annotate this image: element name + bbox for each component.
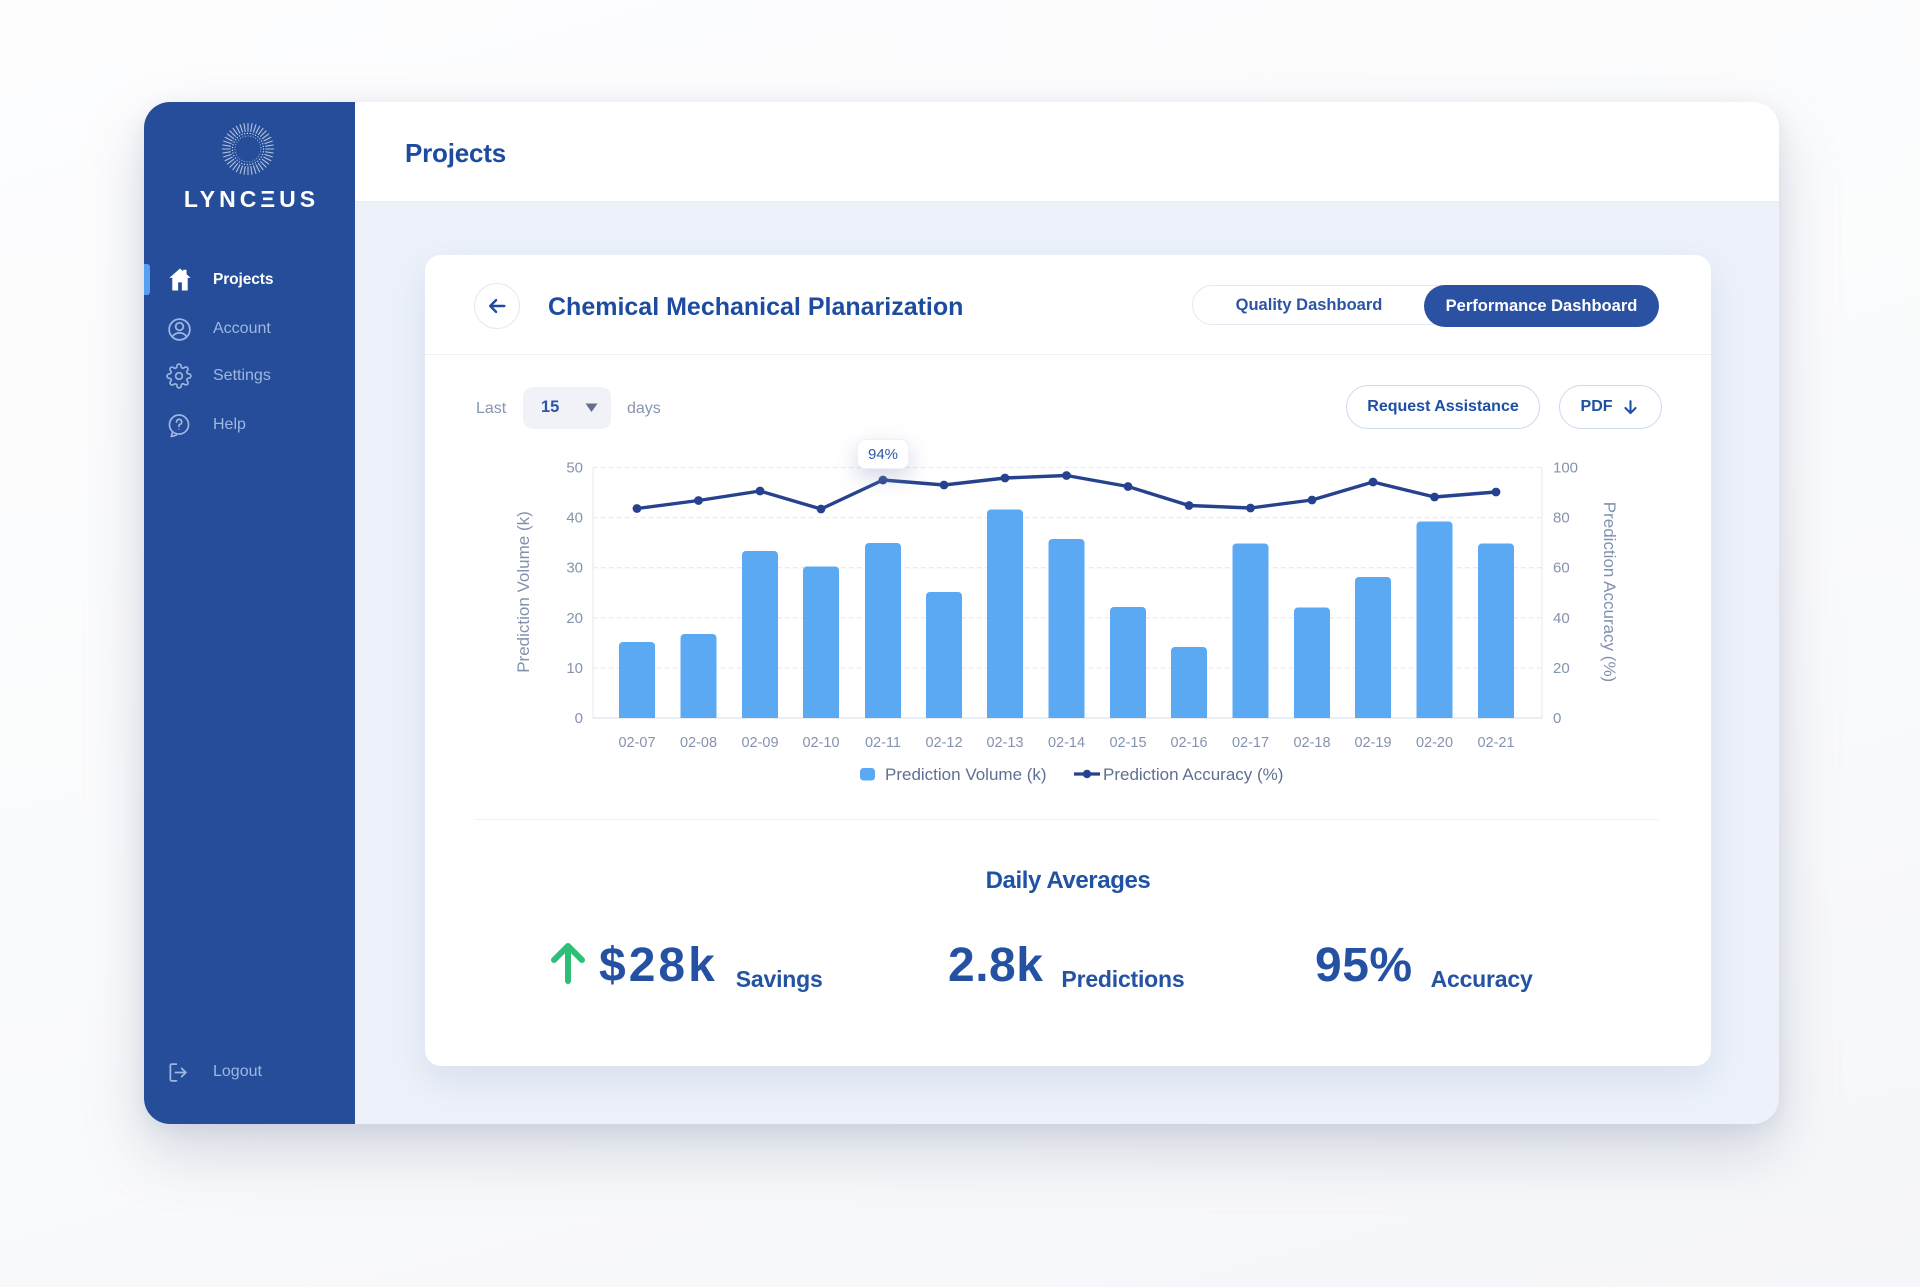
- svg-text:Prediction Accuracy (%): Prediction Accuracy (%): [1600, 502, 1619, 682]
- svg-text:02-21: 02-21: [1477, 735, 1514, 751]
- svg-text:02-19: 02-19: [1354, 735, 1391, 751]
- svg-text:20: 20: [1553, 660, 1570, 677]
- svg-text:50: 50: [566, 460, 583, 477]
- svg-text:02-09: 02-09: [741, 735, 778, 751]
- svg-text:20: 20: [566, 610, 583, 627]
- svg-text:02-18: 02-18: [1293, 735, 1330, 751]
- svg-text:Prediction Volume (k): Prediction Volume (k): [885, 765, 1047, 784]
- svg-text:0: 0: [575, 710, 583, 727]
- svg-text:02-07: 02-07: [618, 735, 655, 751]
- svg-text:02-14: 02-14: [1048, 735, 1085, 751]
- svg-text:0: 0: [1553, 710, 1561, 727]
- svg-text:02-13: 02-13: [986, 735, 1023, 751]
- svg-text:02-08: 02-08: [680, 735, 717, 751]
- svg-text:40: 40: [566, 510, 583, 527]
- svg-text:02-11: 02-11: [865, 735, 901, 751]
- svg-text:Prediction Volume (k): Prediction Volume (k): [514, 511, 533, 673]
- svg-text:02-15: 02-15: [1109, 735, 1146, 751]
- svg-text:100: 100: [1553, 460, 1578, 477]
- svg-text:02-20: 02-20: [1416, 735, 1453, 751]
- svg-text:Prediction Accuracy (%): Prediction Accuracy (%): [1103, 765, 1283, 784]
- svg-text:02-10: 02-10: [802, 735, 839, 751]
- svg-text:80: 80: [1553, 510, 1570, 527]
- svg-text:60: 60: [1553, 560, 1570, 577]
- svg-text:30: 30: [566, 560, 583, 577]
- svg-text:02-17: 02-17: [1232, 735, 1269, 751]
- svg-text:02-12: 02-12: [925, 735, 962, 751]
- svg-text:10: 10: [566, 660, 583, 677]
- svg-text:40: 40: [1553, 610, 1570, 627]
- svg-text:02-16: 02-16: [1170, 735, 1207, 751]
